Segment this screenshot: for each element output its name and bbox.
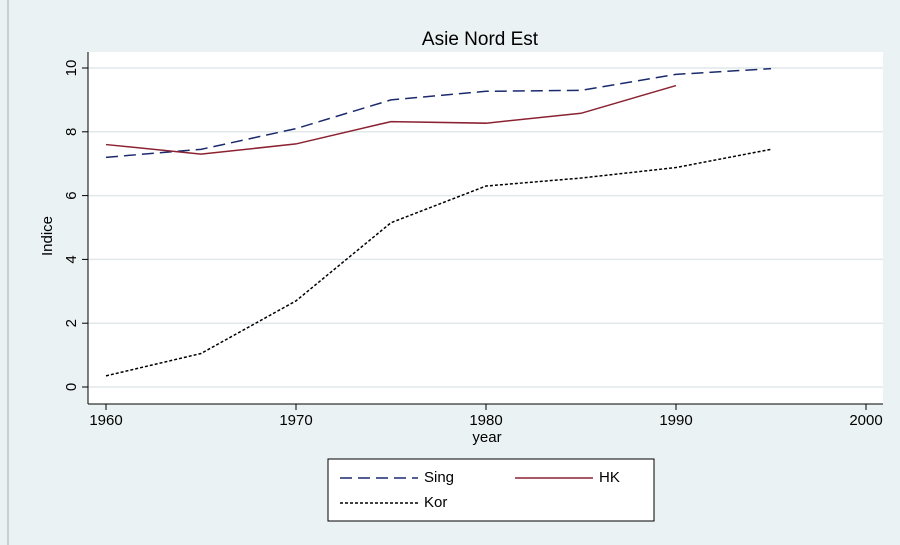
y-axis-label: Indice <box>39 216 56 256</box>
legend-label: Sing <box>424 469 454 486</box>
legend-label: HK <box>599 469 620 486</box>
legend-label: Kor <box>424 494 447 511</box>
x-tick-label: 1990 <box>659 412 692 429</box>
legend-box <box>327 458 655 522</box>
plot-area <box>88 52 883 404</box>
y-tick-label: 0 <box>63 383 80 391</box>
y-tick-label: 10 <box>63 60 80 77</box>
x-axis-label: year <box>472 429 501 446</box>
y-tick-label: 6 <box>63 191 80 199</box>
x-tick-label: 1970 <box>279 412 312 429</box>
y-tick-label: 8 <box>63 128 80 136</box>
chart-title: Asie Nord Est <box>422 29 539 50</box>
x-tick-label: 1980 <box>469 412 502 429</box>
y-tick-label: 2 <box>63 319 80 327</box>
series-line <box>105 148 772 377</box>
series-line <box>105 67 772 159</box>
x-tick-label: 2000 <box>849 412 882 429</box>
y-tick-label: 4 <box>63 255 80 263</box>
x-tick-label: 1960 <box>89 412 122 429</box>
series-line <box>105 84 677 155</box>
